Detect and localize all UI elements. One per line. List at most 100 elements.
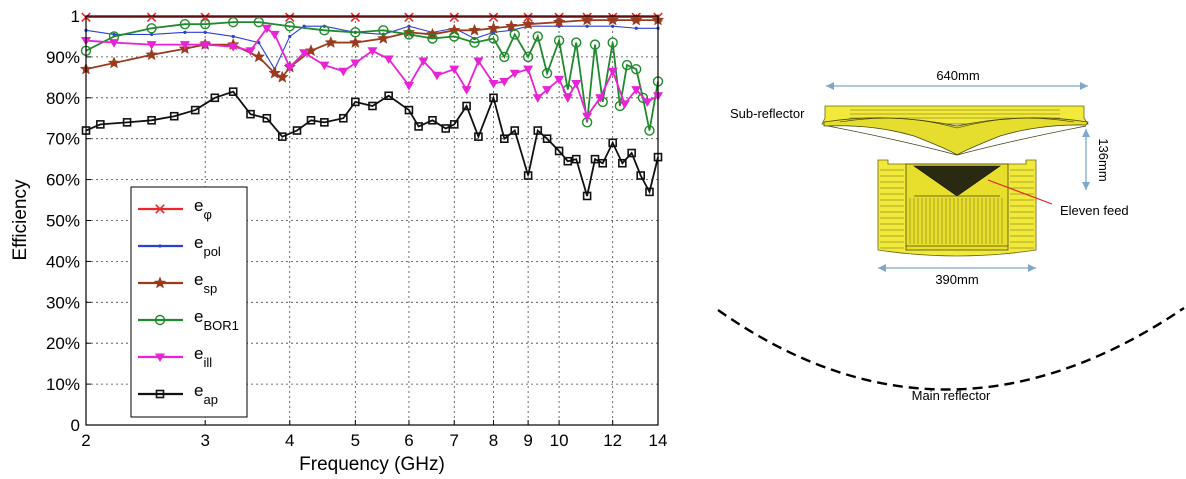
x-tick-label: 4 bbox=[285, 431, 294, 450]
x-tick-label: 8 bbox=[489, 431, 498, 450]
subreflector-label: Sub-reflector bbox=[730, 106, 805, 121]
data-point bbox=[427, 33, 438, 44]
legend-swatch-marker bbox=[153, 276, 167, 289]
data-point bbox=[169, 111, 179, 121]
data-point bbox=[553, 35, 565, 46]
data-point bbox=[489, 93, 498, 103]
data-point bbox=[319, 25, 330, 36]
data-point bbox=[509, 29, 520, 40]
main-reflector-label: Main reflector bbox=[912, 388, 991, 403]
data-point bbox=[378, 25, 389, 36]
data-point bbox=[585, 24, 589, 28]
data-point bbox=[522, 51, 534, 63]
data-point bbox=[183, 30, 187, 34]
x-tick-label: 10 bbox=[550, 431, 569, 450]
data-point bbox=[582, 112, 593, 122]
data-point bbox=[607, 37, 618, 48]
data-point bbox=[245, 47, 256, 56]
series-bor1 bbox=[80, 16, 664, 136]
data-point bbox=[582, 191, 592, 201]
data-point bbox=[299, 49, 310, 58]
data-point bbox=[554, 75, 565, 85]
data-point bbox=[631, 86, 642, 95]
reflector-antenna-diagram: 640mm Sub-reflector 136mm Eleven feed 39… bbox=[717, 68, 1185, 403]
data-point bbox=[210, 93, 220, 103]
data-point bbox=[261, 24, 272, 34]
data-point bbox=[487, 21, 500, 34]
legend-swatch-marker bbox=[154, 314, 166, 326]
data-point bbox=[462, 101, 471, 111]
legend-subscript: ill bbox=[203, 355, 212, 370]
efficiency-chart: 2 3 4 5 6 7 8 9 10 12 14 0 10% 20% 30% 40% 50% 60% 70% 80% 9… bbox=[10, 7, 667, 475]
y-tick-label: 30% bbox=[46, 293, 80, 312]
data-point bbox=[449, 120, 459, 129]
data-point bbox=[403, 82, 414, 91]
data-point bbox=[449, 65, 460, 75]
data-point bbox=[621, 59, 633, 71]
axis-ticks: 2 3 4 5 6 7 8 9 10 12 14 0 10% 20% 30% 40% 50% 60% 70% 80% 9… bbox=[46, 7, 667, 450]
eleven-feed-body bbox=[877, 159, 1037, 257]
arrow-right-icon bbox=[1028, 264, 1036, 272]
data-point bbox=[145, 48, 158, 61]
data-point bbox=[468, 23, 481, 36]
legend-box bbox=[130, 186, 248, 418]
data-point bbox=[642, 98, 653, 107]
data-point bbox=[500, 134, 509, 143]
data-point bbox=[418, 57, 429, 66]
data-point bbox=[179, 41, 190, 50]
data-point bbox=[228, 87, 238, 96]
data-point bbox=[431, 71, 442, 81]
y-tick-label: 90% bbox=[46, 48, 80, 67]
data-point bbox=[542, 134, 552, 143]
arrow-left-icon bbox=[826, 82, 834, 90]
y-tick-label: 60% bbox=[46, 171, 80, 190]
x-tick-label: 3 bbox=[200, 431, 209, 450]
arrow-left-icon bbox=[878, 264, 886, 272]
data-point bbox=[147, 115, 156, 125]
data-point bbox=[367, 47, 378, 56]
data-point bbox=[488, 79, 499, 89]
data-point bbox=[146, 23, 157, 34]
data-point bbox=[275, 70, 289, 83]
height-label: 136mm bbox=[1096, 138, 1111, 181]
data-point bbox=[474, 132, 483, 141]
data-point bbox=[338, 67, 349, 77]
data-point bbox=[199, 18, 211, 30]
data-point bbox=[563, 156, 573, 166]
data-point bbox=[523, 65, 534, 75]
data-point bbox=[607, 67, 618, 77]
data-point bbox=[268, 66, 282, 79]
data-point bbox=[554, 146, 564, 156]
arrow-up-icon bbox=[1082, 129, 1090, 137]
y-tick-label: 50% bbox=[46, 212, 80, 231]
x-tick-label: 14 bbox=[649, 431, 668, 450]
data-point bbox=[284, 63, 295, 73]
data-point bbox=[571, 37, 582, 48]
data-point bbox=[644, 125, 655, 136]
series-line bbox=[85, 26, 659, 119]
data-point bbox=[200, 41, 211, 50]
x-axis-label: Frequency (GHz) bbox=[299, 454, 445, 475]
data-point bbox=[469, 37, 480, 48]
sub-reflector bbox=[821, 105, 1089, 156]
legend-subscript: sp bbox=[203, 281, 217, 296]
data-point bbox=[404, 105, 414, 115]
data-point bbox=[324, 35, 338, 48]
data-point bbox=[542, 86, 553, 95]
data-point bbox=[228, 43, 239, 52]
x-tick-label: 5 bbox=[351, 431, 360, 450]
data-point bbox=[350, 27, 361, 38]
y-tick-label: 10% bbox=[46, 375, 80, 394]
data-point bbox=[533, 126, 543, 135]
y-tick-label: 0 bbox=[71, 416, 80, 435]
data-point bbox=[510, 126, 520, 135]
data-point bbox=[284, 12, 295, 22]
data-point bbox=[636, 171, 646, 180]
data-point bbox=[541, 68, 553, 79]
legend-swatch-marker bbox=[155, 204, 165, 214]
data-point bbox=[368, 101, 377, 111]
data-point bbox=[404, 12, 414, 22]
legend-swatch-marker bbox=[155, 353, 165, 362]
data-point bbox=[246, 109, 255, 119]
data-point bbox=[179, 18, 191, 30]
